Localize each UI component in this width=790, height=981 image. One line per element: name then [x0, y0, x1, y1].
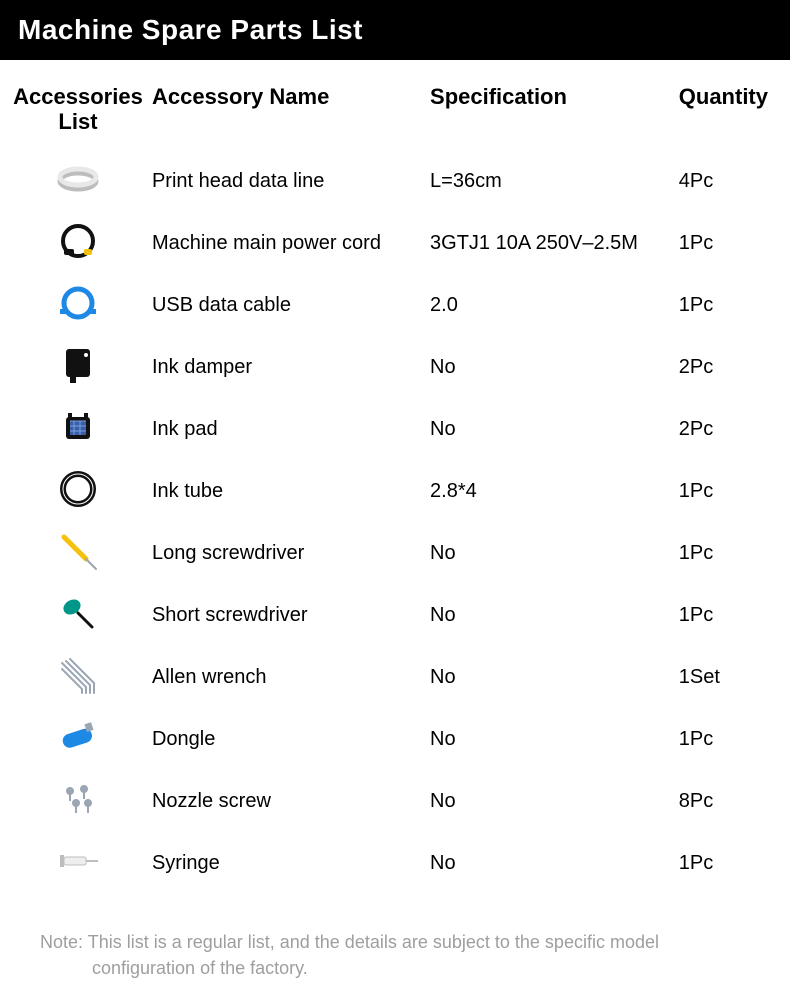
- cell-name: Ink tube: [148, 461, 426, 523]
- flat-cable-icon: [8, 151, 148, 213]
- cell-name: Machine main power cord: [148, 213, 426, 275]
- col-header-name: Accessory Name: [148, 78, 426, 151]
- table-row: Nozzle screwNo8Pc: [8, 771, 772, 833]
- long-screwdriver-icon: [8, 523, 148, 585]
- ink-pad-icon: [8, 399, 148, 461]
- cell-qty: 2Pc: [675, 337, 772, 399]
- table-row: USB data cable2.01Pc: [8, 275, 772, 337]
- cell-spec: No: [426, 771, 675, 833]
- cell-spec: L=36cm: [426, 151, 675, 213]
- cell-spec: 2.8*4: [426, 461, 675, 523]
- cell-name: Ink pad: [148, 399, 426, 461]
- table-row: Long screwdriverNo1Pc: [8, 523, 772, 585]
- cell-spec: 3GTJ1 10A 250V–2.5M: [426, 213, 675, 275]
- note-prefix: Note:: [40, 932, 88, 952]
- cell-qty: 1Pc: [675, 275, 772, 337]
- table-row: Ink tube2.8*41Pc: [8, 461, 772, 523]
- cell-spec: No: [426, 647, 675, 709]
- dongle-icon: [8, 709, 148, 771]
- cell-name: Dongle: [148, 709, 426, 771]
- table-row: Ink padNo2Pc: [8, 399, 772, 461]
- cell-name: Print head data line: [148, 151, 426, 213]
- cell-spec: No: [426, 709, 675, 771]
- cell-qty: 1Pc: [675, 523, 772, 585]
- cell-spec: No: [426, 833, 675, 895]
- ink-damper-icon: [8, 337, 148, 399]
- note-line1: This list is a regular list, and the det…: [88, 932, 659, 952]
- parts-table: Accessories List Accessory Name Specific…: [8, 78, 772, 895]
- cell-spec: 2.0: [426, 275, 675, 337]
- nozzle-screw-icon: [8, 771, 148, 833]
- page-title-banner: Machine Spare Parts List: [0, 0, 790, 60]
- cell-spec: No: [426, 523, 675, 585]
- cell-name: Syringe: [148, 833, 426, 895]
- table-row: Allen wrenchNo1Set: [8, 647, 772, 709]
- cell-name: USB data cable: [148, 275, 426, 337]
- cell-spec: No: [426, 585, 675, 647]
- cell-qty: 1Pc: [675, 585, 772, 647]
- col-header-qty: Quantity: [675, 78, 772, 151]
- note-line2: configuration of the factory.: [40, 955, 772, 981]
- cell-spec: No: [426, 399, 675, 461]
- allen-wrench-icon: [8, 647, 148, 709]
- cell-qty: 2Pc: [675, 399, 772, 461]
- footnote: Note: This list is a regular list, and t…: [0, 895, 790, 981]
- cell-qty: 1Set: [675, 647, 772, 709]
- parts-table-wrap: Accessories List Accessory Name Specific…: [0, 60, 790, 895]
- power-cord-icon: [8, 213, 148, 275]
- syringe-icon: [8, 833, 148, 895]
- table-row: SyringeNo1Pc: [8, 833, 772, 895]
- table-row: Print head data lineL=36cm4Pc: [8, 151, 772, 213]
- table-row: Short screwdriverNo1Pc: [8, 585, 772, 647]
- cell-qty: 1Pc: [675, 461, 772, 523]
- cell-name: Allen wrench: [148, 647, 426, 709]
- short-screwdriver-icon: [8, 585, 148, 647]
- cell-qty: 1Pc: [675, 213, 772, 275]
- cell-qty: 8Pc: [675, 771, 772, 833]
- cell-name: Short screwdriver: [148, 585, 426, 647]
- cell-spec: No: [426, 337, 675, 399]
- table-row: Ink damperNo2Pc: [8, 337, 772, 399]
- cell-name: Ink damper: [148, 337, 426, 399]
- ink-tube-icon: [8, 461, 148, 523]
- cell-qty: 4Pc: [675, 151, 772, 213]
- cell-name: Long screwdriver: [148, 523, 426, 585]
- cell-name: Nozzle screw: [148, 771, 426, 833]
- col-header-spec: Specification: [426, 78, 675, 151]
- cell-qty: 1Pc: [675, 833, 772, 895]
- table-row: Machine main power cord3GTJ1 10A 250V–2.…: [8, 213, 772, 275]
- page-title: Machine Spare Parts List: [18, 14, 363, 45]
- col-header-accessories: Accessories List: [8, 78, 148, 151]
- table-row: DongleNo1Pc: [8, 709, 772, 771]
- usb-cable-icon: [8, 275, 148, 337]
- cell-qty: 1Pc: [675, 709, 772, 771]
